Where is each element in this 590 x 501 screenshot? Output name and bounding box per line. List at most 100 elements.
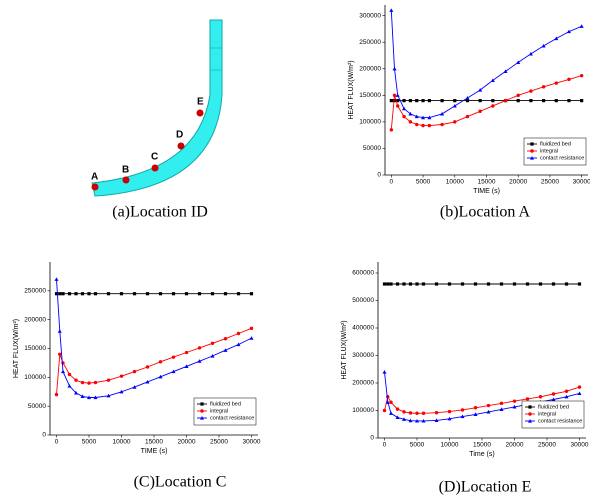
marker <box>491 104 495 108</box>
series-line <box>390 75 582 130</box>
marker <box>465 114 470 119</box>
location-label: C <box>151 152 158 163</box>
marker <box>529 89 533 93</box>
marker <box>460 282 465 286</box>
marker <box>389 400 393 404</box>
marker <box>460 414 465 419</box>
marker <box>67 383 72 388</box>
marker <box>80 394 85 398</box>
marker <box>402 282 406 286</box>
marker <box>453 120 457 124</box>
marker <box>427 123 432 128</box>
marker <box>408 111 413 116</box>
x-tick-label: 30000 <box>242 439 260 446</box>
marker <box>119 374 124 378</box>
marker <box>382 370 387 374</box>
marker <box>87 381 91 385</box>
marker <box>80 292 85 296</box>
x-tick-label: 0 <box>383 442 387 449</box>
marker <box>530 142 534 146</box>
caption: (a)Location ID <box>112 204 208 221</box>
marker <box>541 43 546 48</box>
location-dot <box>196 109 204 117</box>
marker <box>392 99 397 103</box>
marker <box>119 389 124 394</box>
marker <box>491 99 495 103</box>
marker <box>210 341 215 346</box>
series-line <box>390 10 582 119</box>
marker <box>503 69 508 74</box>
marker <box>551 397 556 402</box>
marker <box>525 282 530 286</box>
marker <box>577 385 582 389</box>
marker <box>421 418 426 423</box>
marker <box>434 418 439 422</box>
y-tick-label: 50000 <box>28 403 46 410</box>
y-tick-label: 0 <box>370 435 374 442</box>
marker <box>236 331 241 336</box>
marker <box>408 411 413 415</box>
marker <box>440 99 444 103</box>
marker <box>67 372 72 377</box>
chart: 0 50000 100000 150000 200000 250000 0 5000 10000… <box>13 262 261 491</box>
marker <box>392 66 397 71</box>
marker <box>61 292 65 296</box>
marker <box>427 115 432 120</box>
marker <box>249 336 254 340</box>
legend-label: contact resistance <box>538 418 582 424</box>
marker <box>171 355 176 359</box>
x-tick-label: 15000 <box>473 442 491 449</box>
y-axis-label: HEAT FLUX(W/m²) <box>341 320 348 379</box>
marker <box>389 8 394 12</box>
marker <box>528 412 532 416</box>
marker <box>421 115 426 120</box>
y-tick-label: 100000 <box>352 407 374 414</box>
marker <box>158 360 163 364</box>
marker <box>460 408 465 412</box>
x-tick-label: 10000 <box>112 439 130 446</box>
marker <box>392 93 397 98</box>
marker <box>395 282 400 286</box>
marker <box>415 122 419 127</box>
legend-box <box>521 400 585 429</box>
marker <box>452 103 457 108</box>
marker <box>499 282 504 286</box>
location-dot <box>122 176 130 184</box>
marker <box>87 395 91 400</box>
marker <box>447 282 452 286</box>
x-tick-label: 25000 <box>541 179 559 186</box>
x-tick-label: 15000 <box>477 179 495 186</box>
x-tick-label: 15000 <box>145 439 163 446</box>
y-tick-label: 100000 <box>359 119 381 126</box>
marker <box>447 409 452 414</box>
marker <box>512 282 517 286</box>
y-tick-label: 200000 <box>352 380 374 387</box>
marker <box>473 282 478 286</box>
marker <box>486 282 491 286</box>
marker <box>478 109 482 113</box>
marker <box>516 60 521 64</box>
marker <box>385 400 390 404</box>
marker <box>465 99 470 103</box>
marker <box>145 365 150 369</box>
marker <box>132 369 137 374</box>
x-tick-label: 5000 <box>410 442 425 449</box>
marker <box>386 282 390 286</box>
marker <box>541 85 546 89</box>
marker <box>551 392 556 396</box>
marker <box>87 292 91 296</box>
marker <box>197 359 202 363</box>
location-dot <box>177 142 185 150</box>
caption: (D)Location E <box>439 479 532 496</box>
marker <box>223 348 228 352</box>
marker <box>579 73 584 78</box>
series-line <box>56 279 252 398</box>
marker <box>396 99 400 103</box>
x-tick-label: 25000 <box>538 442 556 449</box>
marker <box>486 403 491 408</box>
marker <box>389 128 394 132</box>
y-tick-label: 150000 <box>359 92 381 99</box>
marker <box>80 380 85 385</box>
marker <box>210 292 215 296</box>
y-tick-label: 500000 <box>352 297 374 304</box>
